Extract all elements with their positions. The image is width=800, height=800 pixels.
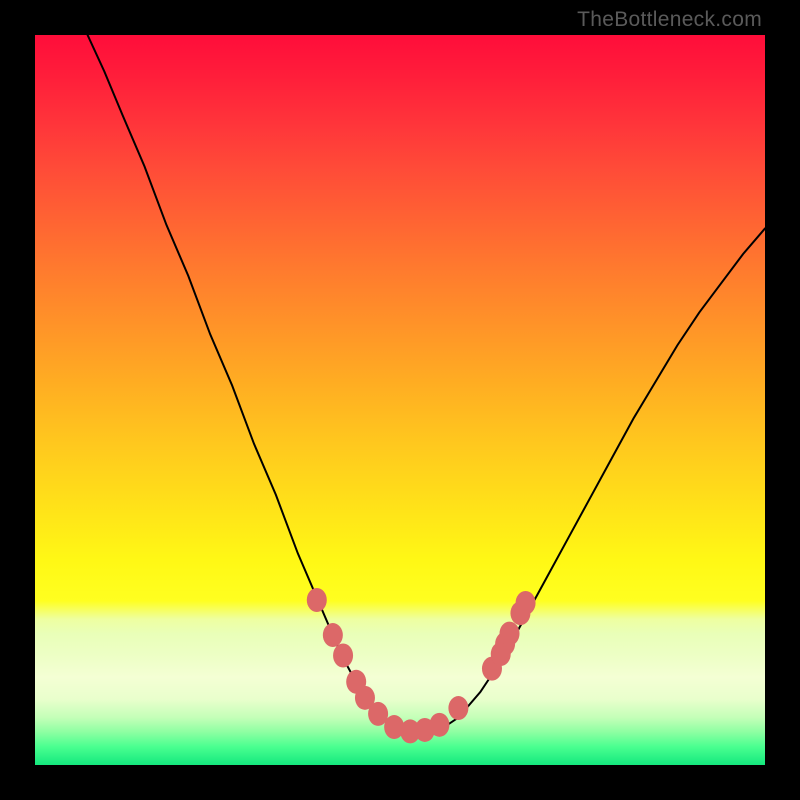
data-marker — [307, 588, 327, 612]
data-marker — [448, 696, 468, 720]
data-marker — [516, 591, 536, 615]
chart-plot-area — [35, 35, 765, 765]
data-marker — [500, 622, 520, 646]
data-marker — [429, 713, 449, 737]
data-marker — [333, 644, 353, 668]
gradient-background — [35, 35, 765, 765]
chart-canvas — [35, 35, 765, 765]
data-marker — [323, 623, 343, 647]
watermark-text: TheBottleneck.com — [577, 8, 762, 32]
